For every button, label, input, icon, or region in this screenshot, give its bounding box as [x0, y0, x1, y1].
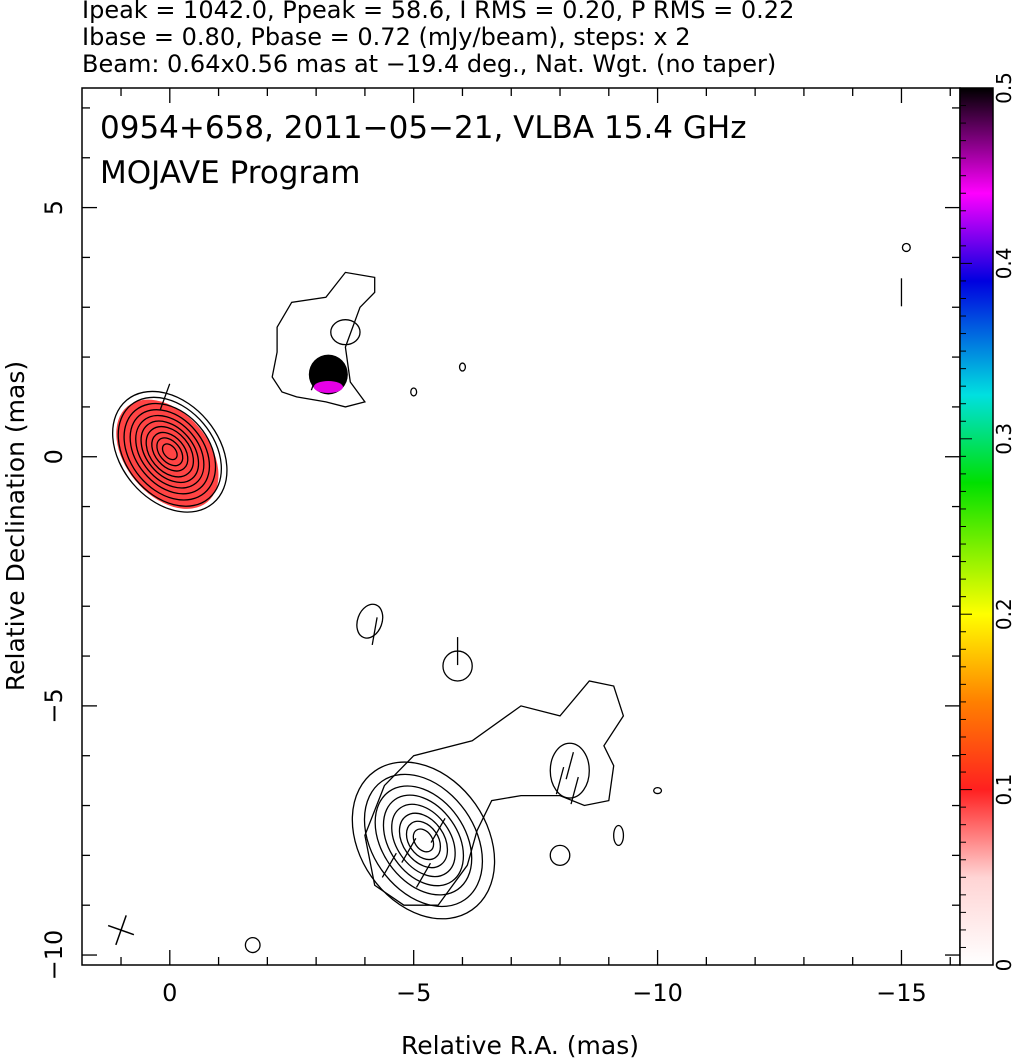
- beam-minor-axis: [107, 924, 135, 936]
- contour-blob-9-level-0: [653, 786, 663, 795]
- contour-core-level-7: [151, 431, 189, 472]
- colorbar-ticks: 0 0.1 0.2 0.3 0.4 0.5: [960, 72, 1016, 971]
- contour-blob-3-level-0: [549, 844, 571, 866]
- evpa-tick-3: [565, 751, 575, 780]
- evpa-tick-0: [159, 383, 171, 411]
- evpa-tick-1: [310, 363, 322, 391]
- contour-southwest-level-7: [412, 828, 435, 853]
- colorbar-tick-label: 0.1: [992, 774, 1016, 806]
- x-axis-label: Relative R.A. (mas): [401, 1031, 639, 1060]
- contour-southwest-envelope: [364, 680, 625, 906]
- contour-blob-1-level-0: [356, 603, 384, 639]
- x-tick-label: −5: [396, 979, 431, 1007]
- contour-knot-north-level-0: [330, 319, 361, 346]
- x-tick-label: 0: [162, 979, 177, 1007]
- evpa-tick-10: [371, 617, 378, 646]
- y-tick-label: 5: [40, 200, 68, 215]
- chart-subtitle: MOJAVE Program: [100, 155, 360, 191]
- chart-title: 0954+658, 2011−05−21, VLBA 15.4 GHz: [100, 110, 746, 146]
- evpa-tick-8: [415, 862, 432, 888]
- polarization-region-north-pol-edge: [313, 380, 343, 393]
- contour-blob-4-level-0: [613, 824, 625, 847]
- axes-ticks: 0 −5 −10 −15 5 0 −5 −10: [40, 88, 960, 1007]
- contour-blob-8-level-0: [410, 387, 418, 397]
- y-tick-label: 0: [40, 449, 68, 464]
- contour-core-level-0: [112, 390, 228, 513]
- colorbar-tick-label: 0.2: [992, 598, 1016, 630]
- colorbar-tick-label: 0.3: [992, 423, 1016, 455]
- header-line-2: Ibase = 0.80, Pbase = 0.72 (mJy/beam), s…: [82, 23, 691, 51]
- contour-blob-5-level-0: [244, 936, 261, 954]
- contour-core-level-8: [156, 437, 184, 467]
- evpa-tick-4: [555, 766, 565, 795]
- x-tick-label: −10: [632, 979, 683, 1007]
- contour-core-level-5: [140, 420, 200, 484]
- evpa-tick-9: [381, 852, 397, 878]
- contour-core-level-1: [117, 396, 223, 507]
- y-axis-label: Relative Declination (mas): [1, 361, 30, 691]
- evpa-tick-7: [401, 837, 417, 863]
- colorbar-tick-label: 0.5: [992, 72, 1016, 104]
- contour-extended-north: [271, 271, 376, 408]
- contour-core-level-6: [145, 425, 195, 478]
- contour-blob-7-level-0: [458, 362, 467, 372]
- x-tick-label: −15: [876, 979, 927, 1007]
- colorbar-tick-label: 0.4: [992, 247, 1016, 279]
- header-line-1: Ipeak = 1042.0, Ppeak = 58.6, I RMS = 0.…: [82, 0, 794, 24]
- contour-core-level-4: [135, 414, 205, 489]
- contour-core-level-2: [123, 402, 217, 501]
- contour-southwest-level-1: [363, 773, 484, 908]
- y-tick-label: −10: [40, 930, 68, 981]
- y-tick-label: −5: [40, 688, 68, 723]
- header-line-3: Beam: 0.64x0.56 mas at −19.4 deg., Nat. …: [82, 50, 776, 78]
- contour-core-level-9: [161, 443, 178, 461]
- plot-area: [107, 242, 911, 954]
- contour-southwest-level-5: [398, 812, 449, 869]
- evpa-tick-5: [570, 776, 579, 805]
- plot-frame: [81, 87, 961, 966]
- colorbar-tick-label: 0: [992, 959, 1016, 972]
- evpa-tick-6: [430, 818, 446, 843]
- contour-southwest-level-3: [382, 794, 465, 887]
- contour-southwest-level-6: [405, 820, 442, 861]
- contour-blob-6-level-0: [901, 242, 911, 253]
- contour-southwest-level-0: [351, 761, 496, 920]
- contour-core-level-3: [129, 409, 211, 495]
- contour-southwest-level-4: [391, 803, 456, 878]
- contour-knot-southwest-level-0: [549, 742, 590, 799]
